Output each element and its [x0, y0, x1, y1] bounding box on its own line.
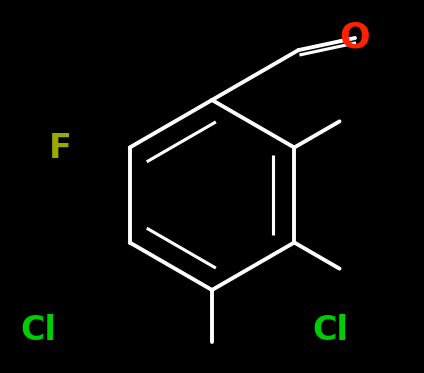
Text: F: F	[49, 132, 71, 164]
Text: Cl: Cl	[20, 313, 56, 347]
Text: Cl: Cl	[312, 313, 348, 347]
Text: O: O	[340, 21, 371, 55]
